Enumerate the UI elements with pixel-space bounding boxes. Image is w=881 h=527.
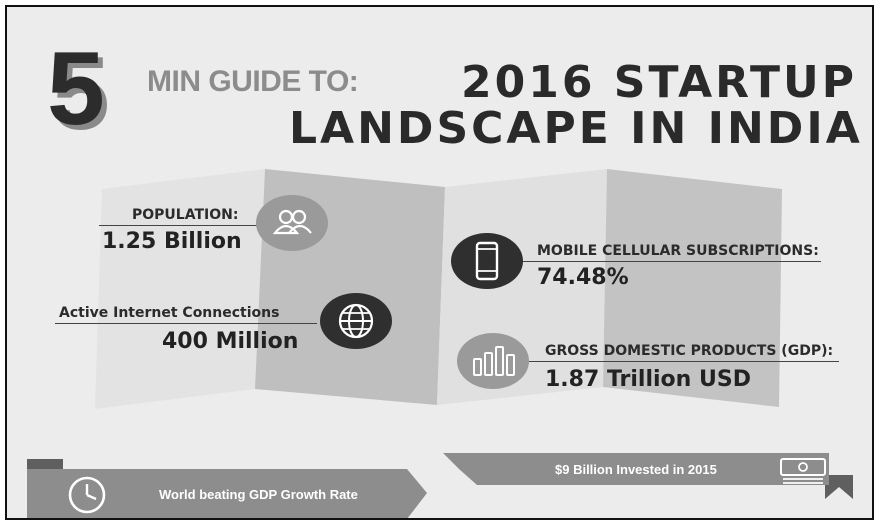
globe-icon	[320, 293, 392, 349]
gdp-rule	[529, 361, 839, 362]
internet-rule	[55, 323, 317, 324]
clock-icon	[68, 476, 106, 514]
map-panel-4	[603, 169, 782, 407]
internet-label: Active Internet Connections	[59, 305, 280, 321]
population-rule	[99, 225, 269, 226]
mobile-value: 74.48%	[537, 265, 629, 290]
internet-value: 400 Million	[162, 329, 299, 354]
investment-banner-fold	[825, 475, 853, 499]
gdp-label: GROSS DOMESTIC PRODUCTS (GDP):	[545, 343, 834, 359]
growth-banner	[27, 469, 427, 518]
title-number: 5	[47, 31, 105, 147]
growth-text: World beating GDP Growth Rate	[159, 487, 358, 502]
mobile-label: MOBILE CELLULAR SUBSCRIPTIONS:	[537, 243, 819, 259]
banners	[27, 453, 853, 518]
investment-banner	[443, 453, 829, 485]
title-line-1: 2016 STARTUP	[461, 57, 858, 108]
gdp-value: 1.87 Trillion USD	[545, 367, 751, 392]
investment-text: $9 Billion Invested in 2015	[555, 462, 717, 477]
population-value: 1.25 Billion	[102, 229, 242, 254]
mobile-rule	[523, 261, 821, 262]
infographic: 5 MIN GUIDE TO: 2016 STARTUP LANDSCAPE I…	[5, 5, 874, 520]
mobile-phone-icon	[451, 233, 523, 289]
people-icon	[256, 195, 328, 251]
bar-chart-icon	[457, 333, 529, 389]
title-prefix: MIN GUIDE TO:	[147, 65, 359, 98]
title-line-2: LANDSCAPE IN INDIA	[289, 103, 863, 154]
banknote-icon	[780, 458, 826, 484]
population-label: POPULATION:	[132, 207, 239, 223]
map-panel-1	[95, 169, 265, 409]
